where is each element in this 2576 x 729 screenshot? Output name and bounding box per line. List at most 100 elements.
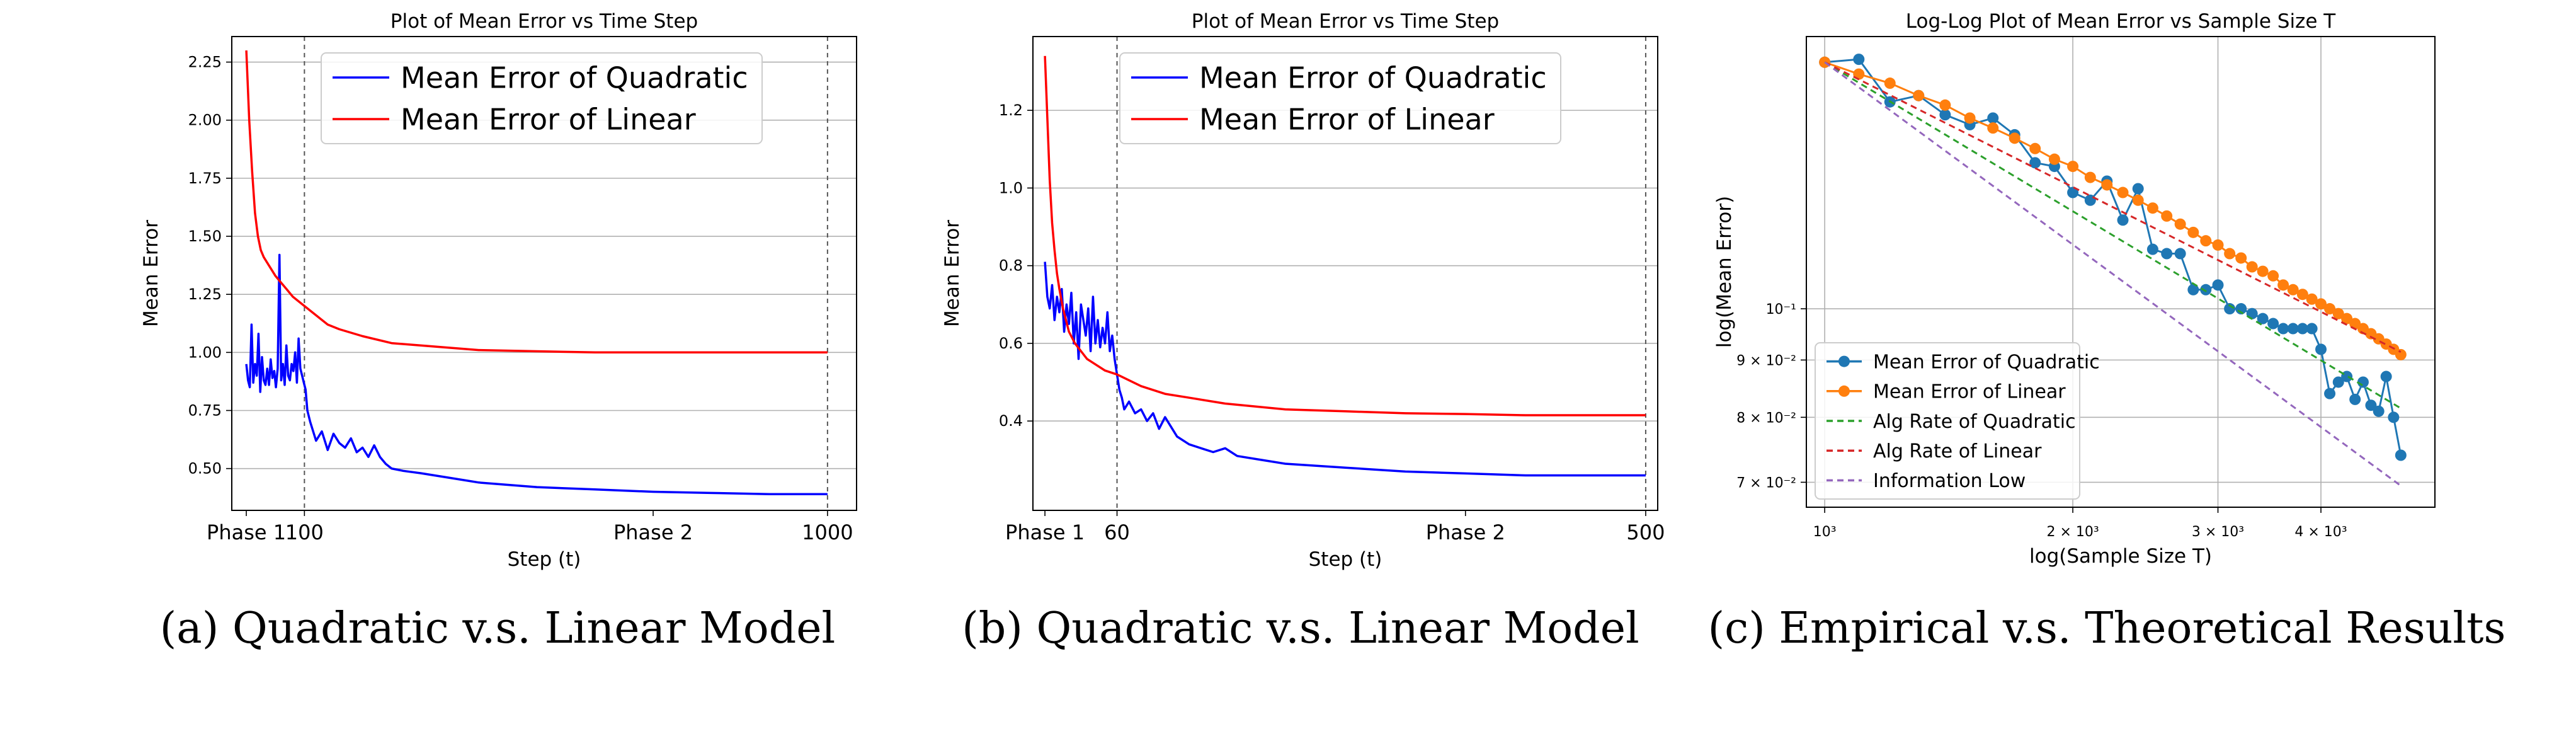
data-point (2174, 248, 2186, 260)
axes-frame (1806, 36, 2436, 508)
series-line-3 (1824, 61, 2402, 353)
legend-entry: Mean Error of Linear (401, 103, 696, 137)
chart-2: 7 × 10⁻² 8 × 10⁻² 9 × 10⁻² 10⁻¹ 10³ 2 × 10³ 3 … (1708, 10, 2506, 653)
data-point (2296, 289, 2308, 301)
data-point (2117, 187, 2129, 198)
y-tick-label: 1.50 (188, 227, 222, 245)
y-axis-label: Mean Error (941, 220, 964, 327)
x-tick-label: 3 × 10³ (2192, 524, 2244, 540)
data-point (2395, 348, 2407, 360)
data-point (2161, 210, 2173, 222)
legend-box (1119, 52, 1561, 144)
legend-box (1815, 342, 2080, 500)
data-point (2257, 313, 2269, 324)
data-point (1913, 89, 1925, 101)
data-point (2324, 387, 2336, 399)
plot-area (245, 50, 828, 495)
legend-entry: Information Low (1873, 470, 2026, 492)
data-point (2200, 235, 2212, 247)
y-tick-label: 1.00 (188, 343, 222, 361)
data-point (2380, 370, 2392, 382)
plot-area (1044, 55, 1646, 477)
data-point (2212, 279, 2224, 291)
legend-entry: Mean Error of Quadratic (1873, 351, 2100, 373)
data-point (2101, 179, 2113, 191)
data-point (2117, 214, 2129, 226)
data-point (2332, 307, 2344, 319)
y-tick-label: 1.0 (999, 179, 1023, 197)
data-point (2315, 343, 2327, 355)
x-tick-label: 60 (1104, 520, 1130, 544)
data-point (1939, 99, 1951, 111)
y-tick-label: 1.75 (188, 169, 222, 187)
y-tick-label: 10⁻¹ (1766, 302, 1796, 318)
data-point (2287, 284, 2299, 296)
data-point (2324, 303, 2336, 315)
data-point (2246, 261, 2258, 273)
x-tick-label: 10³ (1813, 524, 1837, 540)
data-point (2267, 318, 2279, 330)
data-point (2257, 265, 2269, 277)
data-point (2009, 132, 2020, 144)
y-tick-label: 0.4 (999, 412, 1023, 430)
figure-caption: (b) Quadratic v.s. Linear Model (962, 604, 1639, 653)
data-point (2187, 226, 2199, 238)
data-point (2332, 376, 2344, 388)
data-point (2029, 142, 2041, 154)
data-point (1939, 109, 1951, 121)
y-tick-label: 0.6 (999, 335, 1023, 352)
plot-area (1819, 54, 2407, 487)
axes-frame (1032, 36, 1658, 511)
data-point (2357, 376, 2369, 388)
data-point (1884, 77, 1896, 89)
data-point (2084, 194, 2096, 206)
data-point (2029, 157, 2041, 169)
data-point (2287, 323, 2299, 335)
legend-entry: Mean Error of Linear (1873, 381, 2066, 403)
data-point (2306, 323, 2318, 335)
y-tick-label: 1.2 (999, 101, 1023, 119)
figure-caption: (c) Empirical v.s. Theoretical Results (1708, 604, 2506, 653)
data-point (2132, 194, 2144, 206)
series-line-2 (1824, 61, 2402, 410)
data-point (2174, 218, 2186, 230)
data-point (2161, 248, 2173, 260)
x-tick-label: 2 × 10³ (2046, 524, 2099, 540)
y-tick-label: 2.00 (188, 112, 222, 129)
legend-entry: Mean Error of Quadratic (1199, 61, 1547, 95)
x-tick-label: 500 (1626, 520, 1665, 544)
data-point (2146, 243, 2158, 255)
data-point (2067, 187, 2079, 198)
chart-title: Log-Log Plot of Mean Error vs Sample Siz… (1906, 10, 2336, 33)
x-tick-label: 100 (285, 520, 324, 544)
data-point (2187, 284, 2199, 296)
y-tick-label: 0.50 (188, 460, 222, 478)
x-tick-label: 1000 (802, 520, 853, 544)
y-tick-label: 7 × 10⁻² (1736, 475, 1796, 491)
legend-entry: Mean Error of Quadratic (401, 61, 748, 95)
data-point (2132, 183, 2144, 195)
y-tick-label: 8 × 10⁻² (1736, 410, 1796, 426)
y-tick-label: 1.25 (188, 285, 222, 303)
data-point (2365, 399, 2377, 411)
y-tick-label: 0.75 (188, 401, 222, 419)
legend-box (321, 52, 763, 144)
data-point (2315, 298, 2327, 310)
data-point (2388, 411, 2400, 423)
series-line-0 (245, 253, 828, 495)
series-line-1 (1044, 55, 1646, 416)
legend: Mean Error of Quadratic Mean Error of Lin… (1815, 342, 2100, 500)
data-point (2146, 202, 2158, 214)
y-tick-label: 9 × 10⁻² (1736, 353, 1796, 369)
series-line-4 (1824, 61, 2402, 487)
x-tick-label: Phase 2 (1426, 520, 1505, 544)
data-point (2296, 323, 2308, 335)
x-axis-label: Step (t) (508, 548, 581, 571)
chart-title: Plot of Mean Error vs Time Step (1192, 10, 1499, 33)
x-tick-label: Phase 2 (613, 520, 693, 544)
data-point (2235, 252, 2247, 264)
legend-entry: Mean Error of Linear (1199, 103, 1495, 137)
legend: Mean Error of Quadratic Mean Error of Lin… (321, 52, 763, 144)
data-point (1964, 112, 1976, 124)
